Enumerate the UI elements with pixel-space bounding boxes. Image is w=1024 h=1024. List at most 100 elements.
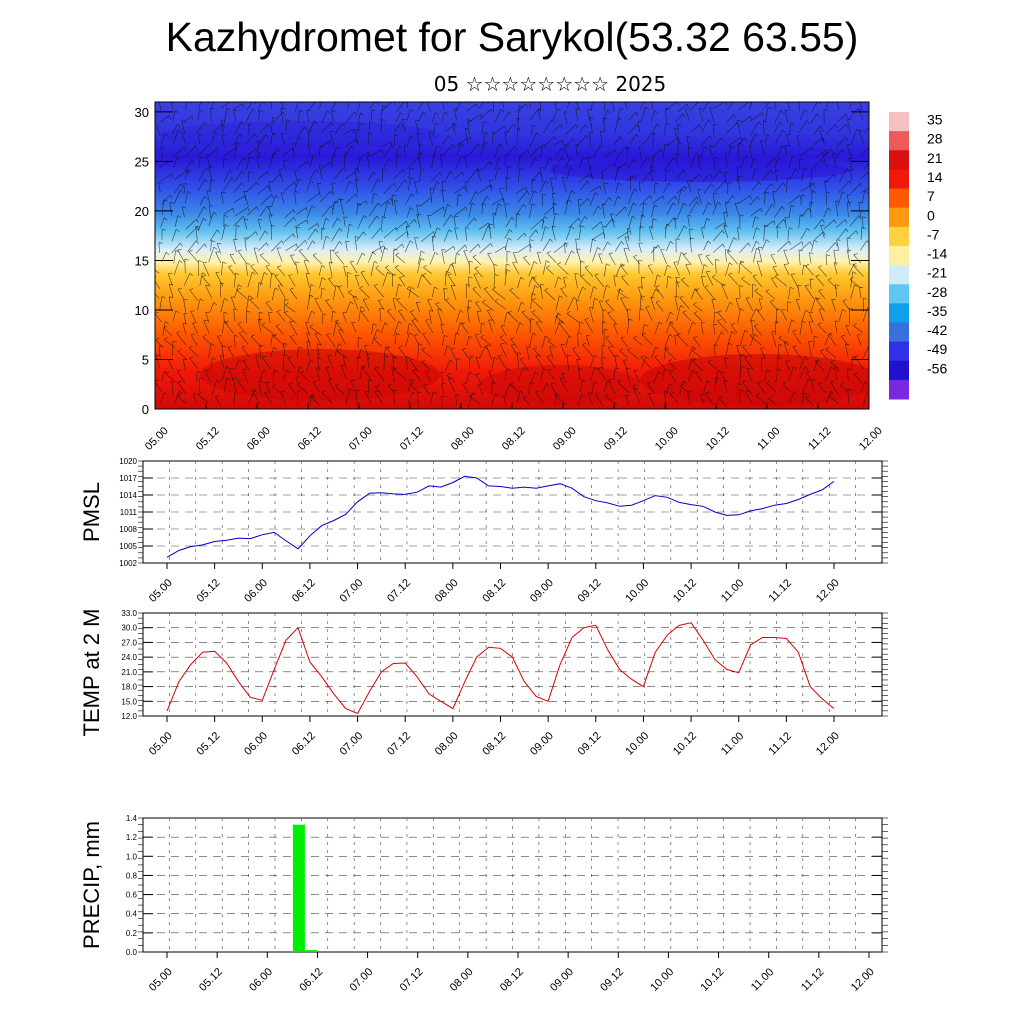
wind-barb: [517, 105, 520, 122]
wind-barb-flag: [171, 380, 176, 383]
wind-barb: [853, 254, 862, 264]
wind-barb: [565, 226, 572, 240]
wind-barb-flag: [746, 297, 751, 299]
wind-barb-flag: [852, 262, 857, 266]
wind-barb: [851, 183, 861, 194]
wind-barb: [640, 295, 642, 309]
wind-barb: [610, 213, 615, 228]
wind-barb: [432, 227, 438, 242]
wind-barb: [640, 357, 652, 369]
wind-barb: [745, 298, 754, 312]
wind-barb-flag: [597, 205, 601, 210]
wind-barb-flag: [571, 190, 575, 194]
wind-barb: [199, 272, 203, 286]
wind-barb: [482, 161, 491, 171]
wind-barb: [751, 181, 760, 192]
wind-barb: [504, 203, 508, 219]
wind-barb-flag: [337, 217, 341, 222]
wind-barb: [188, 347, 200, 358]
wind-barb-flag: [298, 346, 303, 350]
wind-barb: [653, 371, 659, 384]
wind-barb: [627, 159, 634, 170]
wind-barb-flag: [371, 109, 376, 112]
wind-barb: [492, 213, 495, 229]
wind-barb-flag: [180, 183, 184, 188]
wind-barb: [626, 228, 630, 241]
wind-barb-flag: [315, 169, 319, 173]
wind-barb-flag: [812, 379, 817, 381]
wind-barb: [246, 295, 250, 311]
wind-barb: [689, 102, 699, 112]
wind-barb-flag: [728, 342, 733, 346]
wind-barb: [700, 227, 705, 239]
wind-barb-flag: [776, 226, 781, 228]
wind-barb-flag: [749, 145, 754, 147]
wind-barb: [297, 110, 300, 123]
wind-barb-flag: [209, 166, 214, 168]
wind-barb: [155, 280, 161, 290]
wind-barb: [360, 272, 370, 286]
wind-barb: [258, 134, 267, 146]
wind-barb-flag: [602, 309, 607, 312]
wind-barb: [277, 285, 286, 299]
wind-barb-flag: [506, 269, 511, 272]
wind-barb-flag: [805, 263, 810, 266]
wind-barb: [651, 156, 654, 168]
x-tick-label: 12.00: [857, 425, 885, 453]
wind-barb: [478, 222, 489, 230]
wind-barb: [491, 393, 496, 406]
wind-barb: [443, 288, 446, 301]
wind-barb: [613, 275, 616, 287]
wind-barb-flag: [718, 396, 723, 399]
wind-barb: [592, 247, 598, 262]
wind-barb: [682, 312, 692, 322]
wind-barb-flag: [242, 216, 246, 221]
wind-barb: [566, 138, 573, 148]
wind-barb-flag: [409, 167, 414, 170]
wind-barb: [546, 267, 554, 275]
wind-barb-flag: [377, 178, 381, 183]
wind-barb: [494, 246, 506, 253]
wind-barb: [683, 254, 692, 266]
x-tick-label: 07.00: [337, 730, 365, 758]
wind-barb: [652, 195, 664, 204]
wind-barb: [246, 148, 257, 156]
wind-barb: [677, 225, 685, 239]
colorbar-swatch: [889, 245, 909, 266]
wind-barb-flag: [544, 335, 549, 339]
wind-barb: [713, 157, 716, 171]
wind-barb-flag: [578, 368, 583, 370]
wind-barb: [711, 299, 715, 311]
wind-barb-flag: [533, 261, 538, 265]
wind-barb: [554, 319, 561, 335]
wind-barb: [265, 382, 271, 394]
wind-barb-flag: [852, 96, 855, 98]
wind-barb-flag: [825, 347, 830, 350]
wind-barb: [809, 278, 812, 290]
wind-barb-flag: [825, 254, 831, 256]
wind-barb-flag: [474, 217, 477, 222]
wind-barb: [423, 267, 432, 274]
wind-barb: [430, 391, 434, 404]
y-tick-label: 25: [135, 154, 149, 169]
wind-barb: [182, 359, 187, 372]
wind-barb: [528, 261, 535, 277]
wind-barb: [834, 366, 837, 381]
wind-barb-flag: [763, 120, 768, 123]
wind-barb-flag: [355, 138, 358, 143]
wind-barb: [863, 391, 868, 407]
wind-barb: [282, 369, 288, 381]
wind-barb: [466, 103, 477, 112]
wind-barb-flag: [581, 394, 585, 398]
wind-barb: [189, 289, 199, 301]
wind-barb: [543, 119, 553, 133]
wind-barb: [775, 368, 779, 382]
wind-barb-flag: [236, 225, 241, 228]
wind-barb-flag: [561, 140, 564, 145]
wind-barb: [739, 365, 741, 381]
wind-barb-flag: [665, 107, 670, 110]
wind-barb: [578, 321, 581, 333]
wind-barb: [765, 204, 773, 216]
wind-barb: [674, 296, 679, 311]
